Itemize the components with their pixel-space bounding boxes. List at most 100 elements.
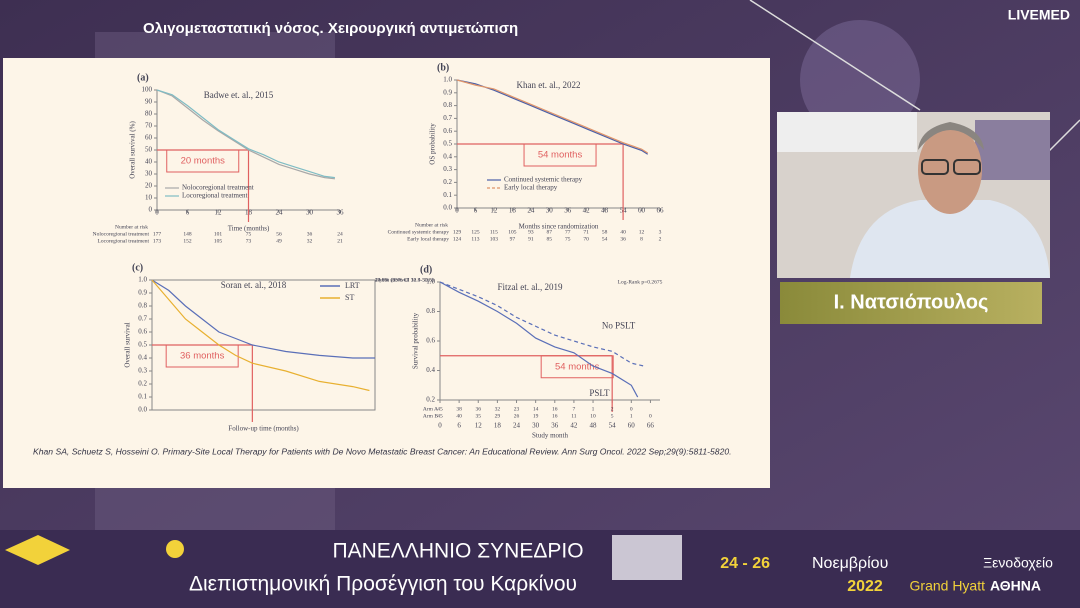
risk-value: 85 — [547, 236, 553, 242]
risk-value: 1 — [592, 406, 595, 412]
note: 2-year survival — [375, 277, 409, 283]
x-tick-label: 0 — [438, 422, 442, 430]
y-tick-label: 20 — [145, 182, 153, 190]
risk-value: 1 — [630, 413, 633, 419]
x-tick-label: 36 — [551, 422, 559, 430]
y-tick-label: 0.4 — [443, 152, 452, 160]
panel-title: Badwe et. al., 2015 — [204, 90, 274, 100]
y-axis-label: OS probability — [429, 123, 437, 165]
decor — [749, 0, 921, 111]
curve-label: No PSLT — [602, 320, 636, 330]
x-tick-label: 0 — [155, 209, 159, 217]
x-tick-label: 18 — [494, 422, 502, 430]
risk-value: 12 — [639, 229, 645, 235]
y-tick-label: 0.6 — [426, 337, 435, 345]
risk-value: 103 — [490, 236, 499, 242]
legend-label: Continued systemic therapy — [504, 176, 583, 184]
risk-value: 124 — [453, 236, 462, 242]
risk-value: 10 — [590, 413, 596, 419]
slide-title: Ολιγομεταστατική νόσος. Χειρουργική αντι… — [143, 20, 518, 37]
y-tick-label: 0.5 — [138, 341, 147, 349]
x-axis-label: Follow-up time (months) — [228, 425, 299, 433]
y-tick-label: 100 — [142, 86, 153, 94]
survival-curve — [156, 89, 335, 179]
panel-title: Soran et. al., 2018 — [221, 280, 287, 290]
x-tick-label: 42 — [583, 207, 591, 215]
y-tick-label: 0.6 — [443, 127, 452, 135]
x-tick-label: 24 — [527, 207, 535, 215]
risk-value: 35 — [476, 413, 482, 419]
y-tick-label: 1.0 — [138, 276, 147, 284]
risk-value: 16 — [552, 406, 558, 412]
risk-value: 0 — [630, 406, 633, 412]
x-tick-label: 36 — [337, 209, 345, 217]
note: 28.9% (95% CI 16.9-32.6) — [375, 276, 434, 283]
y-tick-label: 0.4 — [426, 366, 435, 374]
legend-label: ST — [345, 293, 354, 302]
risk-value: 0 — [649, 413, 652, 419]
risk-value: 113 — [471, 236, 479, 242]
risk-value: 26 — [514, 413, 520, 419]
x-tick-label: 6 — [186, 209, 190, 217]
risk-value: 2 — [611, 406, 614, 412]
risk-value: 77 — [565, 229, 571, 235]
y-axis-label: Survival probability — [412, 312, 420, 369]
decor — [800, 20, 920, 140]
risk-value: 129 — [453, 229, 462, 235]
risk-value: 105 — [508, 229, 517, 235]
x-tick-label: 6 — [457, 422, 461, 430]
person — [921, 159, 949, 175]
risk-value: 70 — [583, 236, 589, 242]
risk-value: 45 — [437, 413, 443, 419]
risk-row-label: Locoregional treatment — [98, 238, 150, 244]
x-tick-label: 24 — [276, 209, 284, 217]
y-tick-label: 0.2 — [443, 178, 452, 186]
risk-value: 23 — [514, 406, 520, 412]
y-tick-label: 0.1 — [138, 393, 147, 401]
decor — [5, 535, 70, 565]
risk-value: 177 — [153, 231, 162, 237]
risk-value: 93 — [528, 229, 534, 235]
risk-row-label: Nolocoregional treatment — [93, 231, 150, 237]
risk-value: 97 — [510, 236, 516, 242]
x-tick-label: 12 — [490, 207, 498, 215]
risk-value: 3 — [659, 229, 662, 235]
risk-row-label: Arm A — [423, 406, 438, 412]
person — [850, 200, 1050, 278]
y-tick-label: 0.8 — [426, 307, 435, 315]
risk-value: 40 — [456, 413, 462, 419]
risk-value: 8 — [640, 236, 643, 242]
x-tick-label: 12 — [215, 209, 223, 217]
dates: 24 - 26 — [720, 555, 770, 572]
y-tick-label: 30 — [145, 170, 153, 178]
y-tick-label: 0.8 — [443, 101, 452, 109]
y-tick-label: 0.2 — [426, 396, 435, 404]
speaker-video — [777, 112, 1050, 278]
legend-label: Locoregional treatment — [182, 192, 248, 200]
decor — [612, 535, 682, 580]
annotation: 20 months — [181, 156, 226, 167]
y-tick-label: 0.4 — [138, 354, 147, 362]
panel-title: Khan et. al., 2022 — [517, 80, 581, 90]
risk-row-label: Arm B — [423, 413, 438, 419]
risk-value: 19 — [533, 413, 539, 419]
annotation: 54 months — [555, 361, 600, 372]
y-tick-label: 0 — [149, 206, 153, 214]
decor — [166, 540, 184, 558]
x-tick-label: 30 — [306, 209, 314, 217]
risk-value: 71 — [583, 229, 589, 235]
x-axis-label: Time (months) — [228, 225, 270, 233]
survival-curve — [439, 281, 645, 367]
risk-value: 21 — [337, 238, 343, 244]
risk-value: 49 — [276, 238, 282, 244]
y-tick-label: 70 — [145, 122, 153, 130]
annotation: 36 months — [180, 351, 225, 362]
y-tick-label: 0.7 — [138, 315, 147, 323]
risk-value: 11 — [571, 413, 577, 419]
x-tick-label: 60 — [638, 207, 646, 215]
survival-curve — [456, 79, 649, 154]
survival-curve — [151, 279, 375, 359]
risk-value: 115 — [490, 229, 498, 235]
y-tick-label: 90 — [145, 98, 153, 106]
